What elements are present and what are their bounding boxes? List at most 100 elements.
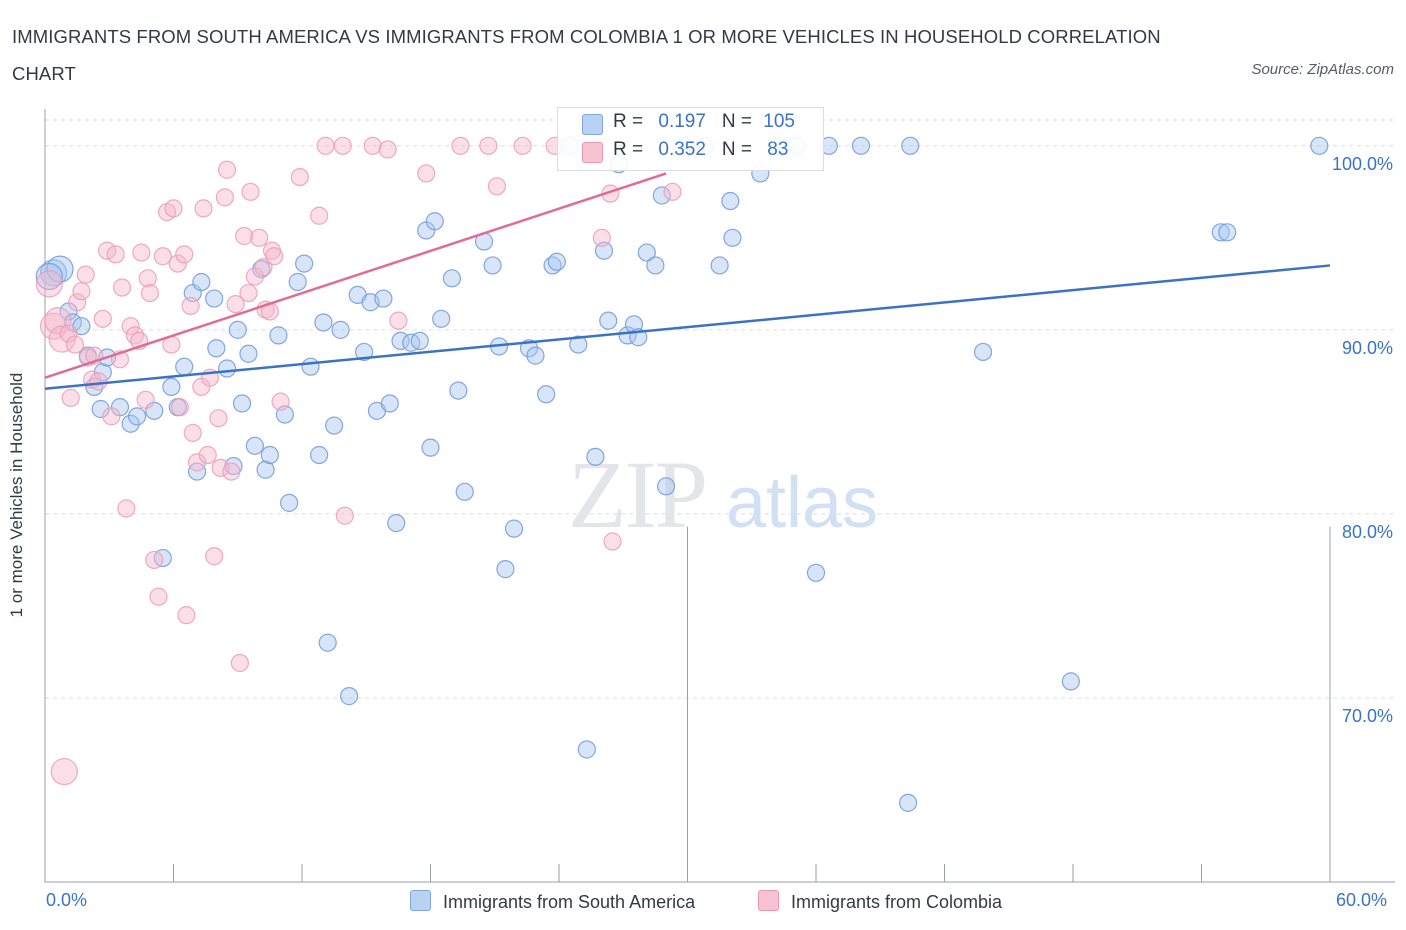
x-tick-label-max: 60.0% [1336,890,1388,910]
colombia-point-30 [149,587,168,606]
colombia-point-51 [222,462,241,481]
south-america-point-100 [1211,223,1230,242]
south-america-point-56 [425,212,444,231]
colombia-point-44 [198,445,217,465]
colombia-point-35 [168,254,187,273]
colombia-point-36 [170,398,190,417]
south-america-point-88 [721,191,740,211]
colombia-point-67 [316,136,335,155]
bottom-legend-label-colombia: Immigrants from Colombia [791,892,1003,912]
colombia-point-9 [72,282,91,301]
legend-stats-blue: R = 0.197 N = 105 [613,111,795,132]
south-america-point-34 [280,493,299,512]
y-tick-label-100: 100.0% [1332,154,1393,174]
south-america-point-81 [637,243,656,262]
colombia-point-53 [230,653,249,673]
south-america-point-99 [1061,672,1080,691]
colombia-point-52 [226,294,245,314]
south-america-point-59 [449,381,468,400]
south-america-point-60 [455,482,474,501]
south-america-point-62 [483,256,502,275]
south-america-point-64 [496,560,515,579]
south-america-point-67 [526,346,545,365]
colombia-point-15 [93,309,112,328]
series-colombia-points [35,136,682,786]
south-america-point-27 [239,344,258,363]
south-america-point-32 [269,326,288,345]
colombia-point-59 [254,258,273,277]
bottom-legend-colombia: Immigrants from Colombia [758,890,1002,913]
south-america-point-23 [217,359,237,378]
south-america-point-102 [1310,136,1329,155]
south-america-point-58 [442,269,462,288]
south-america-point-101 [1218,223,1237,242]
colombia-point-56 [241,182,260,201]
colombia-point-47 [209,409,228,428]
colombia-point-73 [417,164,436,183]
south-america-point-84 [652,186,671,205]
south-america-point-103 [35,262,63,291]
south-america-point-50 [387,514,406,533]
bottom-legend-label-south-america: Immigrants from South America [443,892,696,912]
colombia-point-40 [183,423,202,443]
series-south-america-points [35,136,1329,812]
south-america-point-97 [901,136,920,155]
south-america-point-76 [599,311,618,330]
correlation-legend: R = 0.197 N = 105 R = 0.352 N = 83 [557,107,824,171]
south-america-point-53 [410,331,429,350]
south-america-point-49 [380,394,399,413]
watermark: ZIP atlas [568,441,878,548]
south-america-point-89 [723,228,742,247]
chart-title: IMMIGRANTS FROM SOUTH AMERICA VS IMMIGRA… [12,26,1161,84]
south-america-point-22 [207,339,226,358]
colombia-point-79 [592,228,611,247]
south-america-point-83 [656,477,676,496]
colombia-point-17 [102,407,121,426]
south-america-point-21 [205,289,224,308]
colombia-point-66 [310,206,329,225]
bottom-legend-swatch-blue [410,890,431,911]
south-america-point-17 [175,357,194,376]
colombia-point-6 [61,388,80,408]
south-america-point-70 [547,252,566,271]
south-america-point-39 [314,313,333,332]
colombia-point-58 [250,228,269,247]
south-america-point-48 [374,289,393,308]
colombia-point-29 [145,550,164,570]
colombia-point-8 [68,293,87,312]
colombia-point-31 [153,247,172,266]
south-america-point-11 [121,414,140,433]
south-america-point-73 [577,740,596,759]
colombia-point-46 [205,547,224,566]
bottom-legend-swatch-pink [758,890,779,911]
legend-stats-pink: R = 0.352 N = 83 [613,139,789,160]
colombia-point-64 [271,392,290,411]
legend-swatch-pink [582,142,603,163]
chart-source: Source: ZipAtlas.com [1251,61,1394,78]
colombia-point-37 [175,245,194,264]
colombia-point-22 [121,317,140,336]
south-america-point-10 [91,399,110,419]
y-tick-label-90: 90.0% [1342,338,1393,358]
south-america-point-19 [192,272,211,292]
y-axis-label: 1 or more Vehicles in Household [7,372,26,618]
colombia-point-4 [50,757,78,786]
south-america-point-12 [127,407,147,426]
south-america-point-31 [260,445,279,465]
south-america-point-28 [245,436,264,455]
colombia-point-49 [215,188,234,207]
axes [44,109,1395,883]
colombia-point-10 [76,265,95,284]
colombia-point-25 [132,243,151,262]
south-america-point-36 [295,254,314,273]
colombia-point-48 [211,458,230,477]
colombia-point-77 [513,136,532,155]
colombia-point-14 [89,372,108,391]
south-america-point-74 [586,447,605,466]
south-america-point-35 [288,272,307,292]
colombia-point-7 [65,335,85,354]
south-america-point-72 [569,335,588,354]
colombia-point-39 [181,296,200,316]
south-america-point-26 [232,394,252,413]
